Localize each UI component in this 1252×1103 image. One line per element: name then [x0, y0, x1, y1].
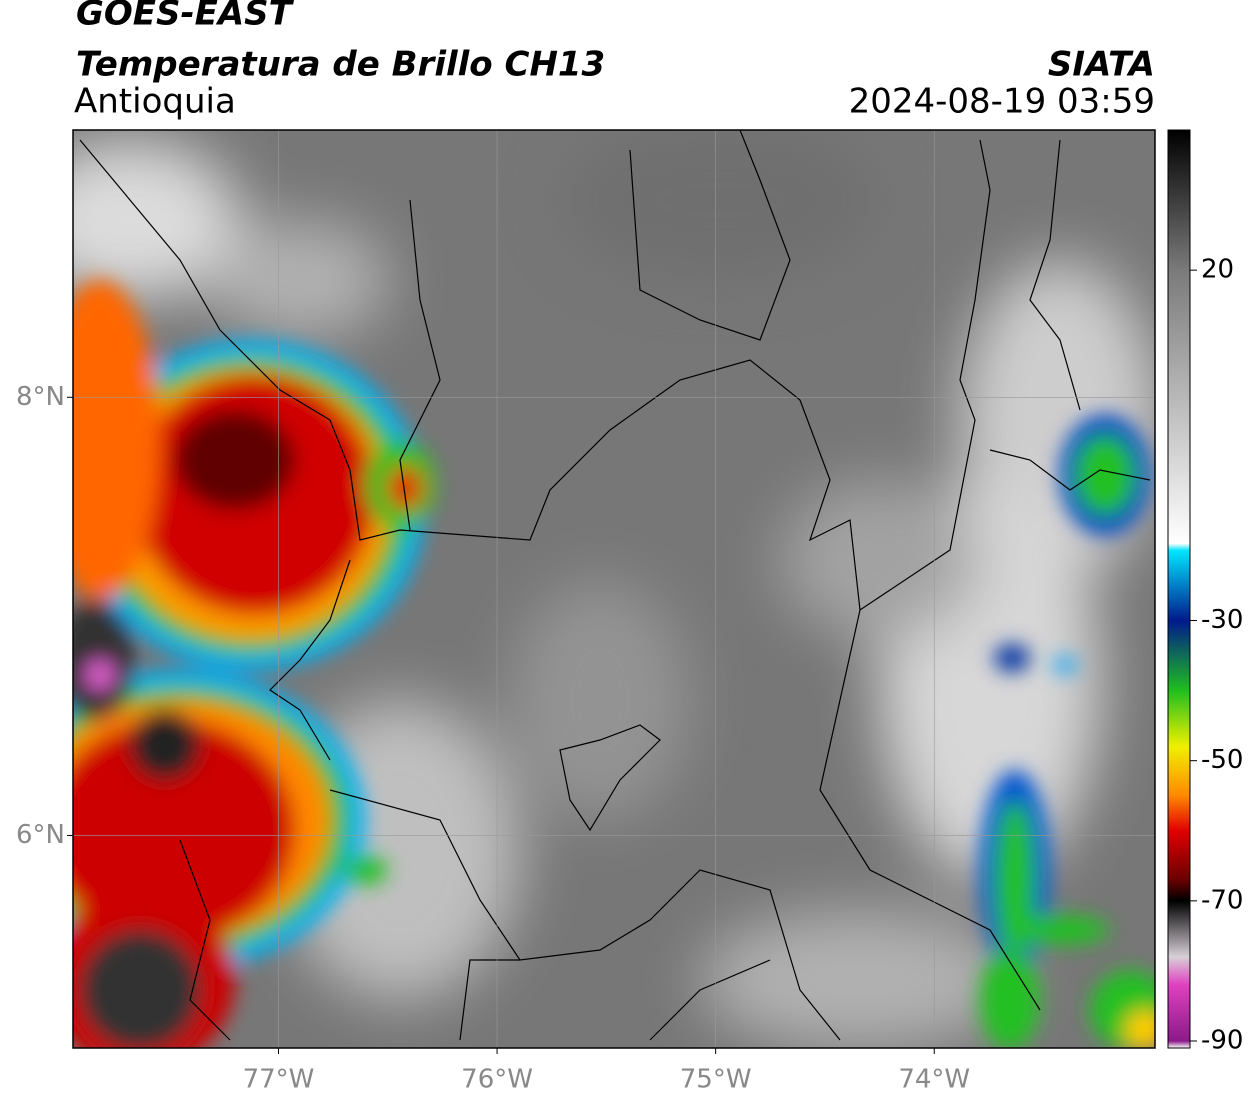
region: Antioquia: [74, 82, 236, 122]
colorbar-tick-label: -50: [1201, 745, 1243, 775]
y-tick-label: 8°N: [16, 382, 65, 412]
subtitle: Temperatura de Brillo CH13: [76, 45, 605, 85]
colorbar-tick-label: -90: [1201, 1025, 1243, 1055]
y-tick-label: 6°N: [16, 820, 65, 850]
satellite-image: [73, 130, 1155, 1048]
x-tick-label: 74°W: [898, 1065, 970, 1095]
map-frame: [72, 129, 1156, 1049]
colorbar-tick-label: 20: [1201, 255, 1234, 285]
x-tick-label: 77°W: [243, 1065, 315, 1095]
title: GOES-EAST: [76, 0, 295, 34]
colorbar: [1167, 129, 1191, 1049]
colorbar-tick-label: -30: [1201, 605, 1243, 635]
graticule: [73, 130, 1155, 1048]
boundaries: [79, 130, 1151, 1041]
x-tick-label: 76°W: [461, 1065, 533, 1095]
colorbar-tick-label: -70: [1201, 885, 1243, 915]
x-tick-label: 75°W: [680, 1065, 752, 1095]
datetime: 2024-08-19 03:59: [849, 82, 1155, 122]
source: SIATA: [1048, 45, 1155, 85]
